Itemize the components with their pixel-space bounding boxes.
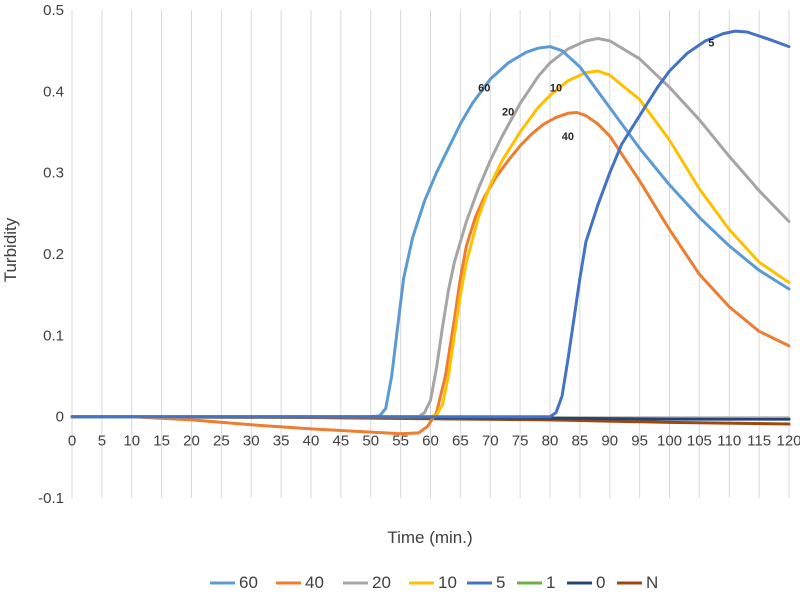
x-tick-label: 0: [68, 433, 76, 450]
series-line-20: [70, 37, 791, 419]
legend-label-10: 10: [438, 573, 457, 592]
y-tick-label: 0: [56, 409, 64, 426]
x-tick-label: 105: [687, 433, 712, 450]
annotation-10: 10: [550, 82, 562, 94]
y-axis-title: Turbidity: [1, 217, 20, 282]
x-tick-label: 80: [542, 433, 559, 450]
y-tick-label: 0.3: [43, 165, 64, 182]
x-tick-label: 35: [273, 433, 290, 450]
x-tick-label: 5: [98, 433, 106, 450]
x-tick-label: 20: [183, 433, 200, 450]
x-tick-label: 25: [213, 433, 230, 450]
series-line-40: [70, 111, 791, 436]
x-tick-label: 65: [452, 433, 469, 450]
y-axis-tick-labels: -0.1 0 0.1 0.2 0.3 0.4 0.5: [38, 2, 64, 507]
x-tick-label: 15: [153, 433, 170, 450]
annotation-5: 5: [708, 38, 714, 50]
x-tick-label: 85: [572, 433, 589, 450]
legend: 60 40 20 10 5 1 0 N: [210, 573, 658, 592]
x-tick-label: 40: [303, 433, 320, 450]
annotation-40: 40: [562, 131, 574, 143]
x-tick-label: 55: [392, 433, 409, 450]
x-tick-label: 110: [717, 433, 741, 450]
y-tick-label: 0.4: [43, 83, 64, 100]
series-line-10: [70, 69, 791, 419]
x-tick-label: 45: [333, 433, 350, 450]
legend-label-5: 5: [496, 573, 505, 592]
series-line-5: [70, 29, 791, 419]
annotation-20: 20: [502, 107, 514, 119]
x-tick-label: 95: [631, 433, 648, 450]
legend-label-20: 20: [372, 573, 391, 592]
series-line-60: [70, 45, 791, 419]
x-tick-label: 75: [512, 433, 529, 450]
legend-label-60: 60: [239, 573, 258, 592]
y-tick-label: 0.5: [43, 2, 64, 19]
legend-label-1: 1: [546, 573, 555, 592]
x-axis-tick-labels: 0 5 10 15 20 25 30 35 40 45 50 55 60 65 70 75 80 85 90 95 10…: [68, 433, 800, 450]
legend-label-N: N: [646, 573, 658, 592]
annotation-60: 60: [478, 82, 490, 94]
y-tick-label: -0.1: [38, 490, 64, 507]
vertical-gridlines: [71, 10, 790, 498]
curve-annotations: 60 20 10 40 5: [478, 38, 714, 144]
x-tick-label: 60: [422, 433, 439, 450]
x-tick-label: 70: [482, 433, 499, 450]
legend-label-40: 40: [305, 573, 324, 592]
x-axis-title: Time (min.): [387, 528, 472, 547]
data-series: [70, 29, 791, 436]
x-tick-label: 50: [362, 433, 379, 450]
x-tick-label: 120: [776, 433, 800, 450]
x-tick-label: 10: [123, 433, 140, 450]
x-tick-label: 30: [243, 433, 260, 450]
x-tick-label: 90: [601, 433, 618, 450]
y-tick-label: 0.1: [43, 327, 64, 344]
x-tick-label: 115: [747, 433, 771, 450]
legend-label-0: 0: [596, 573, 605, 592]
y-tick-label: 0.2: [43, 246, 64, 263]
x-tick-label: 100: [657, 433, 682, 450]
